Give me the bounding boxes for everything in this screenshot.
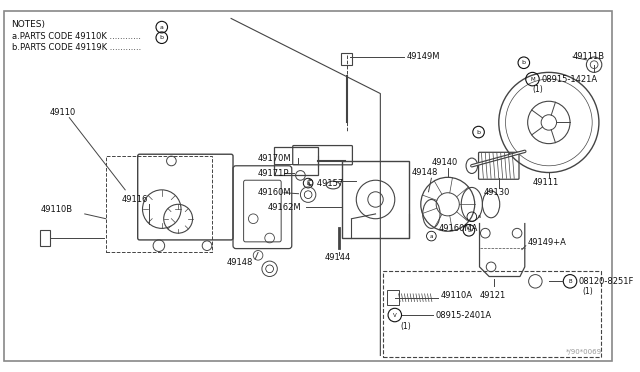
Text: (1): (1)	[582, 288, 593, 296]
Text: b: b	[522, 60, 526, 65]
Text: 49149M: 49149M	[406, 52, 440, 61]
Text: a: a	[429, 234, 433, 238]
Text: 49110B: 49110B	[40, 205, 72, 214]
Text: a: a	[307, 181, 310, 186]
Text: M: M	[530, 77, 535, 81]
Text: NOTES): NOTES)	[12, 20, 45, 29]
Text: 49111: 49111	[532, 178, 559, 187]
Text: © 49157: © 49157	[306, 179, 344, 187]
Text: b.PARTS CODE 49119K ............: b.PARTS CODE 49119K ............	[12, 42, 141, 52]
Text: b: b	[477, 129, 481, 135]
Text: 49110A: 49110A	[441, 291, 473, 300]
Text: 08120-8251F: 08120-8251F	[579, 277, 634, 286]
Text: a: a	[478, 214, 481, 219]
Text: 49121: 49121	[479, 291, 506, 300]
Text: a: a	[160, 25, 164, 30]
Text: 49111B: 49111B	[573, 52, 605, 61]
Text: 49160M: 49160M	[258, 188, 292, 197]
Text: (1): (1)	[401, 322, 412, 331]
Text: b: b	[160, 35, 164, 40]
Text: 49148: 49148	[412, 168, 438, 177]
Text: */90*0069: */90*0069	[566, 349, 602, 356]
Text: 49171P: 49171P	[258, 169, 289, 178]
Text: 49170M: 49170M	[258, 154, 292, 163]
Text: (1): (1)	[532, 85, 543, 94]
Text: 49110: 49110	[50, 108, 76, 117]
Text: B: B	[568, 279, 572, 284]
Bar	[275, 147, 317, 176]
Text: 49144: 49144	[324, 253, 351, 262]
Text: 49149+A: 49149+A	[527, 238, 566, 247]
Text: 49116: 49116	[122, 195, 148, 204]
Bar	[383, 271, 601, 357]
Text: 49162M: 49162M	[268, 203, 301, 212]
Text: 08915-1421A: 08915-1421A	[541, 75, 597, 84]
Text: V: V	[393, 312, 397, 318]
Text: 49130: 49130	[483, 188, 509, 197]
Bar	[106, 156, 212, 253]
Text: 49148: 49148	[227, 257, 253, 267]
Text: 08915-2401A: 08915-2401A	[435, 311, 492, 320]
Text: a.PARTS CODE 49110K ............: a.PARTS CODE 49110K ............	[12, 32, 141, 41]
Text: 49140: 49140	[431, 158, 458, 167]
Text: 49160MA: 49160MA	[439, 224, 479, 233]
Text: b: b	[467, 228, 471, 233]
